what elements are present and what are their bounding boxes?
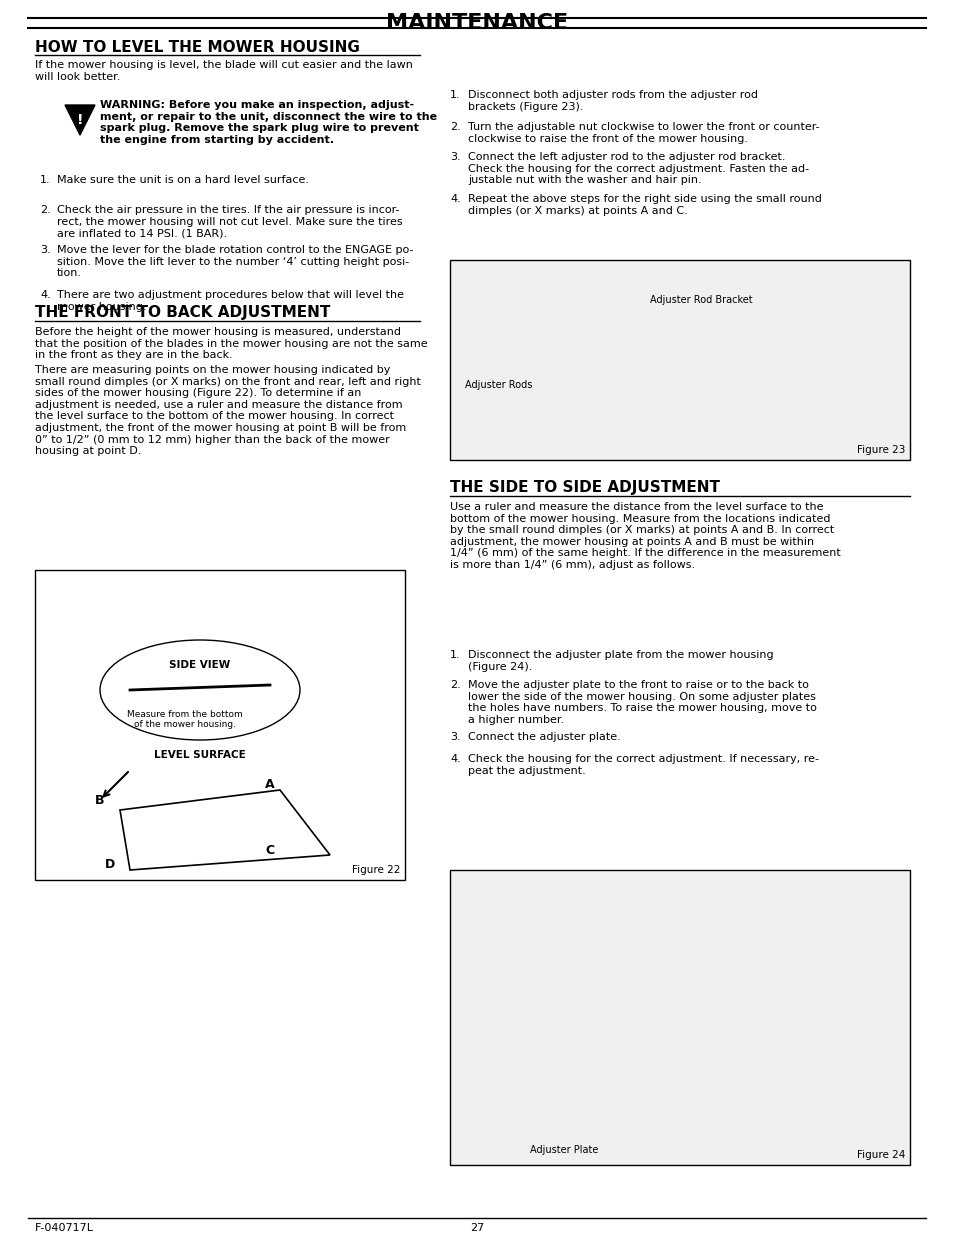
Text: Measure from the bottom
of the mower housing.: Measure from the bottom of the mower hou… xyxy=(127,710,243,730)
Text: !: ! xyxy=(76,112,83,127)
Text: 2.: 2. xyxy=(450,680,460,690)
Text: Make sure the unit is on a hard level surface.: Make sure the unit is on a hard level su… xyxy=(57,175,309,185)
Text: Adjuster Plate: Adjuster Plate xyxy=(530,1145,598,1155)
Text: C: C xyxy=(265,844,274,857)
Text: Repeat the above steps for the right side using the small round
dimples (or X ma: Repeat the above steps for the right sid… xyxy=(468,194,821,216)
Text: MAINTENANCE: MAINTENANCE xyxy=(386,14,567,33)
Text: Figure 23: Figure 23 xyxy=(856,445,904,454)
Ellipse shape xyxy=(100,640,299,740)
Text: Check the air pressure in the tires. If the air pressure is incor-
rect, the mow: Check the air pressure in the tires. If … xyxy=(57,205,402,238)
Text: Before the height of the mower housing is measured, understand
that the position: Before the height of the mower housing i… xyxy=(35,327,427,361)
Text: 2.: 2. xyxy=(450,122,460,132)
Text: Adjuster Rod Bracket: Adjuster Rod Bracket xyxy=(649,295,752,305)
Text: B: B xyxy=(95,794,105,806)
Text: Connect the adjuster plate.: Connect the adjuster plate. xyxy=(468,732,620,742)
Text: 3.: 3. xyxy=(450,732,460,742)
FancyBboxPatch shape xyxy=(450,261,909,459)
Text: Connect the left adjuster rod to the adjuster rod bracket.
Check the housing for: Connect the left adjuster rod to the adj… xyxy=(468,152,808,185)
Text: 1.: 1. xyxy=(450,90,460,100)
Text: 1.: 1. xyxy=(450,650,460,659)
Text: 4.: 4. xyxy=(450,194,460,204)
Text: 3.: 3. xyxy=(450,152,460,162)
Text: 1.: 1. xyxy=(40,175,51,185)
Text: Turn the adjustable nut clockwise to lower the front or counter-
clockwise to ra: Turn the adjustable nut clockwise to low… xyxy=(468,122,819,143)
Text: Figure 24: Figure 24 xyxy=(856,1150,904,1160)
Text: 4.: 4. xyxy=(450,755,460,764)
Text: Move the lever for the blade rotation control to the ENGAGE po-
sition. Move the: Move the lever for the blade rotation co… xyxy=(57,245,413,278)
Text: 2.: 2. xyxy=(40,205,51,215)
Text: LEVEL SURFACE: LEVEL SURFACE xyxy=(154,750,246,760)
Text: Disconnect both adjuster rods from the adjuster rod
brackets (Figure 23).: Disconnect both adjuster rods from the a… xyxy=(468,90,758,111)
Text: SIDE VIEW: SIDE VIEW xyxy=(170,659,231,671)
Text: 4.: 4. xyxy=(40,290,51,300)
Text: A: A xyxy=(265,778,274,792)
Text: D: D xyxy=(105,858,115,872)
Text: 27: 27 xyxy=(470,1223,483,1233)
Text: Move the adjuster plate to the front to raise or to the back to
lower the side o: Move the adjuster plate to the front to … xyxy=(468,680,816,725)
Text: If the mower housing is level, the blade will cut easier and the lawn
will look : If the mower housing is level, the blade… xyxy=(35,61,413,82)
Text: Figure 22: Figure 22 xyxy=(352,864,399,876)
FancyBboxPatch shape xyxy=(450,869,909,1165)
Text: Use a ruler and measure the distance from the level surface to the
bottom of the: Use a ruler and measure the distance fro… xyxy=(450,501,840,571)
Text: WARNING: Before you make an inspection, adjust-
ment, or repair to the unit, dis: WARNING: Before you make an inspection, … xyxy=(100,100,436,144)
Text: THE FRONT TO BACK ADJUSTMENT: THE FRONT TO BACK ADJUSTMENT xyxy=(35,305,330,320)
Text: There are measuring points on the mower housing indicated by
small round dimples: There are measuring points on the mower … xyxy=(35,366,420,456)
Text: F-040717L: F-040717L xyxy=(35,1223,94,1233)
Text: Check the housing for the correct adjustment. If necessary, re-
peat the adjustm: Check the housing for the correct adjust… xyxy=(468,755,818,776)
Text: Disconnect the adjuster plate from the mower housing
(Figure 24).: Disconnect the adjuster plate from the m… xyxy=(468,650,773,672)
Polygon shape xyxy=(65,105,95,135)
Text: Adjuster Rods: Adjuster Rods xyxy=(464,380,532,390)
FancyBboxPatch shape xyxy=(35,571,405,881)
Text: 3.: 3. xyxy=(40,245,51,254)
Text: THE SIDE TO SIDE ADJUSTMENT: THE SIDE TO SIDE ADJUSTMENT xyxy=(450,480,720,495)
Text: HOW TO LEVEL THE MOWER HOUSING: HOW TO LEVEL THE MOWER HOUSING xyxy=(35,40,359,56)
Text: There are two adjustment procedures below that will level the
mower housing.: There are two adjustment procedures belo… xyxy=(57,290,403,311)
